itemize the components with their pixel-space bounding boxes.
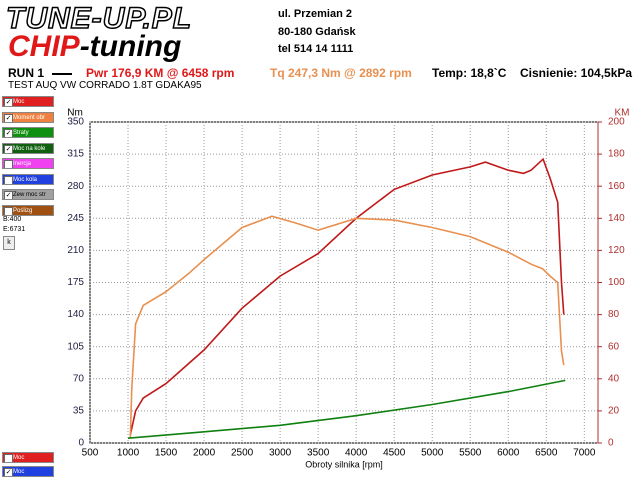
- y2-tick-label: 180: [608, 149, 625, 160]
- y-tick-label: 0: [78, 438, 84, 449]
- y2-tick-label: 100: [608, 277, 625, 288]
- y-tick-label: 175: [67, 277, 84, 288]
- panel-item[interactable]: Straty ✓: [2, 127, 54, 138]
- x-axis-label: Obroty silnika [rpm]: [305, 459, 383, 469]
- y-axis-label: Nm: [67, 108, 83, 119]
- x-tick-label: 1500: [155, 448, 178, 459]
- y2-tick-label: 160: [608, 181, 625, 192]
- series-line: [129, 157, 565, 436]
- y-tick-label: 140: [67, 309, 84, 320]
- y-tick-label: 245: [67, 213, 84, 224]
- series-line: [127, 379, 566, 439]
- range-begin: B:400: [3, 216, 22, 223]
- address-line: ul. Przemian 2: [278, 8, 352, 20]
- checkbox[interactable]: ✓: [4, 144, 13, 153]
- x-tick-label: 1000: [117, 448, 140, 459]
- y-tick-label: 70: [73, 373, 85, 384]
- panel-item[interactable]: Moc na kole ✓: [2, 142, 54, 154]
- x-tick-label: 3000: [269, 448, 292, 459]
- series-line: [129, 215, 565, 439]
- logo-bottom: CHIP-tuning: [8, 30, 181, 64]
- y2-tick-label: 60: [608, 341, 620, 352]
- x-tick-label: 4000: [345, 448, 368, 459]
- checkbox[interactable]: ✓: [4, 129, 13, 137]
- temperature: Temp: 18,8`C: [432, 66, 507, 80]
- panel-item[interactable]: Moc ✓: [2, 96, 54, 107]
- y2-tick-label: 0: [608, 438, 614, 449]
- test-name: TEST AUQ VW CORRADO 1.8T GDAKA95: [8, 80, 202, 91]
- panel-item[interactable]: Moc: [2, 452, 54, 463]
- button[interactable]: k: [3, 236, 15, 250]
- run-label: RUN 1: [8, 66, 45, 80]
- checkbox[interactable]: ✓: [4, 468, 13, 476]
- panel-item[interactable]: Inercja: [2, 158, 54, 169]
- y2-tick-label: 120: [608, 245, 625, 256]
- y2-tick-label: 80: [608, 309, 620, 320]
- x-tick-label: 2500: [231, 448, 254, 459]
- checkbox[interactable]: [4, 206, 13, 215]
- panel-item[interactable]: Poślizg: [2, 204, 54, 216]
- x-tick-label: 6500: [535, 448, 558, 459]
- x-tick-label: 5000: [421, 448, 444, 459]
- y-tick-label: 210: [67, 245, 84, 256]
- checkbox[interactable]: [4, 160, 13, 168]
- logo-chip: CHIP: [8, 30, 80, 63]
- x-tick-label: 2000: [193, 448, 216, 459]
- y2-tick-label: 140: [608, 213, 625, 224]
- address-line: 80-180 Gdańsk: [278, 26, 356, 38]
- y2-tick-label: 20: [608, 406, 620, 417]
- pressure: Cisnienie: 104,5kPa: [520, 66, 633, 80]
- checkbox[interactable]: ✓: [4, 98, 13, 106]
- checkbox[interactable]: [4, 454, 13, 462]
- y2-tick-label: 40: [608, 373, 620, 384]
- power-summary: Pwr 176,9 KM @ 6458 rpm: [86, 66, 235, 80]
- y2-tick-label: 200: [608, 117, 625, 128]
- y-tick-label: 280: [67, 181, 84, 192]
- panel-item[interactable]: Moc ✓: [2, 466, 54, 477]
- y-tick-label: 315: [67, 149, 84, 160]
- checkbox[interactable]: ✓: [4, 113, 13, 122]
- y-tick-label: 105: [67, 341, 84, 352]
- address-line: tel 514 14 1111: [278, 43, 354, 55]
- torque-summary: Tq 247,3 Nm @ 2892 rpm: [270, 66, 412, 80]
- x-tick-label: 3500: [307, 448, 330, 459]
- y-tick-label: 35: [73, 406, 85, 417]
- x-tick-label: 500: [82, 448, 99, 459]
- x-tick-label: 6000: [497, 448, 520, 459]
- logo-top: TUNE-UP.PL: [5, 1, 193, 36]
- x-tick-label: 7000: [573, 448, 596, 459]
- checkbox[interactable]: [4, 175, 13, 184]
- range-end: E:6731: [3, 226, 26, 233]
- x-tick-label: 4500: [383, 448, 406, 459]
- panel-item[interactable]: Moment obr ✓: [2, 111, 54, 123]
- run-line: [52, 73, 72, 75]
- panel-item[interactable]: Zew moc str ✓: [2, 189, 54, 200]
- y2-axis-label: KM: [615, 108, 630, 119]
- y-tick-label: 350: [67, 117, 84, 128]
- panel-item[interactable]: Moc kola: [2, 173, 54, 185]
- logo-tuning: -tuning: [79, 30, 182, 63]
- checkbox[interactable]: ✓: [4, 191, 13, 199]
- x-tick-label: 5500: [459, 448, 482, 459]
